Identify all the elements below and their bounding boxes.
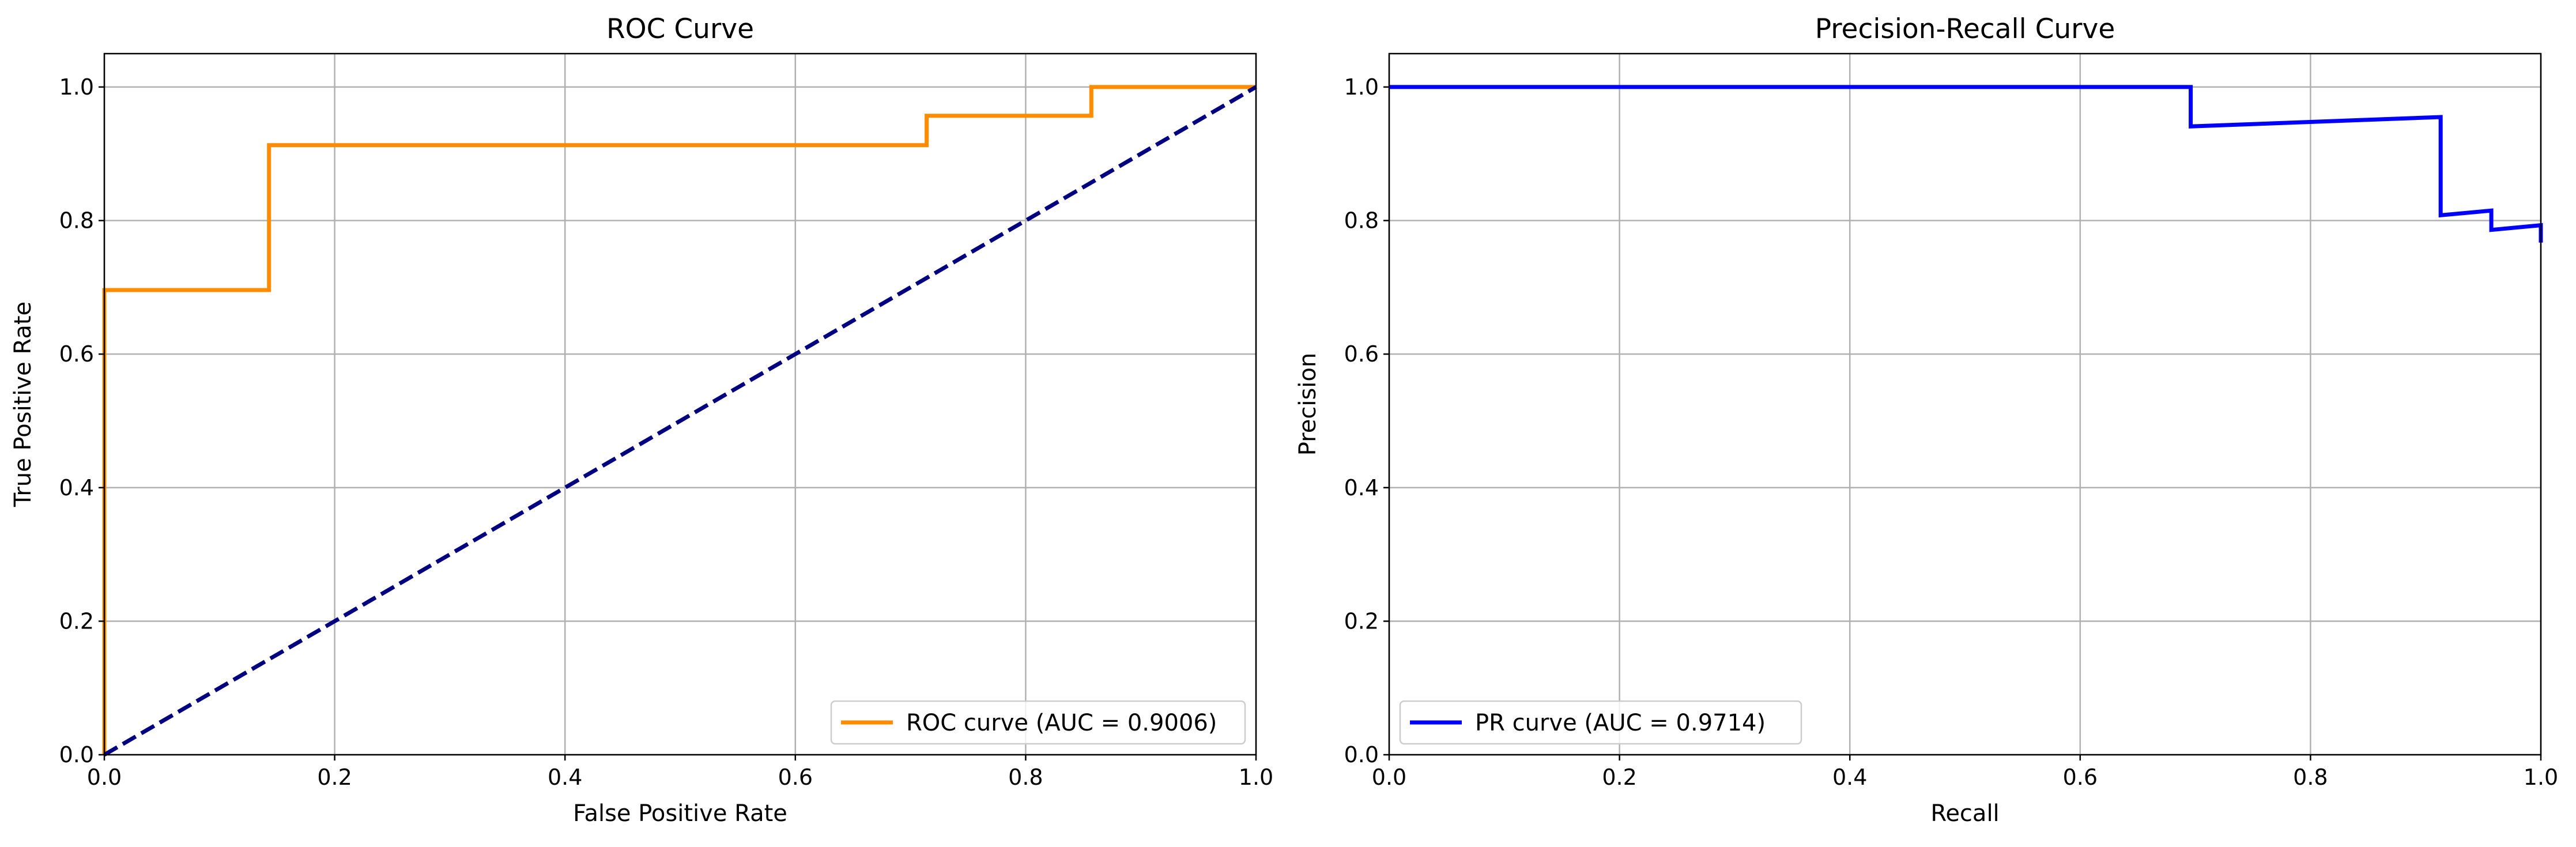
roc-x-tick-label: 0.8 — [1008, 765, 1043, 790]
pr-y-tick-label: 0.8 — [1344, 208, 1379, 234]
pr-x-tick-label: 0.4 — [1832, 765, 1867, 790]
pr-y-tick-label: 0.6 — [1344, 341, 1379, 367]
pr-x-tick-label: 0.0 — [1372, 765, 1406, 790]
pr-legend-box — [1399, 700, 1802, 745]
pr-series-group — [1389, 85, 2543, 243]
pr-y-tick-label: 0.2 — [1344, 608, 1379, 634]
pr-x-tick-label: 1.0 — [2524, 765, 2558, 790]
roc-y-axis-label: True Positive Rate — [10, 302, 36, 507]
pr-x-tick-label: 0.8 — [2293, 765, 2328, 790]
roc-chart-title: ROC Curve — [606, 13, 754, 45]
roc-y-tick-label: 1.0 — [59, 74, 94, 100]
roc-axes-frame — [103, 52, 1257, 756]
pr-x-tick-label: 0.6 — [2063, 765, 2098, 790]
pr-panel: 0.0 0.2 0.4 0.6 0.8 1.0 0.0 0.2 0.4 0.6 0.8 1.0 Pr… — [1295, 13, 2558, 827]
roc-x-tick-label: 0.0 — [87, 765, 122, 790]
roc-x-ticks: 0.0 0.2 0.4 0.6 0.8 1.0 — [87, 755, 1273, 790]
pr-series-curve-line — [1389, 85, 2543, 243]
roc-x-tick-label: 1.0 — [1239, 765, 1273, 790]
roc-x-tick-label: 0.4 — [548, 765, 582, 790]
pr-legend: PR curve (AUC = 0.9714) — [1399, 700, 1802, 745]
roc-x-tick-label: 0.6 — [778, 765, 813, 790]
roc-x-tick-label: 0.2 — [317, 765, 352, 790]
roc-y-tick-label: 0.0 — [59, 742, 94, 767]
roc-panel: 0.0 0.2 0.4 0.6 0.8 1.0 0.0 0.2 0.4 0.6 0.8 1.0 RO… — [10, 13, 1273, 827]
roc-y-tick-label: 0.6 — [59, 341, 94, 367]
roc-legend-label: ROC curve (AUC = 0.9006) — [906, 710, 1217, 736]
pr-y-tick-label: 0.0 — [1344, 742, 1379, 767]
roc-series-group — [102, 85, 1257, 757]
pr-chart-title: Precision-Recall Curve — [1815, 13, 2115, 45]
pr-grid — [1388, 54, 2542, 756]
pr-legend-label: PR curve (AUC = 0.9714) — [1475, 710, 1766, 736]
roc-legend: ROC curve (AUC = 0.9006) — [830, 700, 1246, 745]
roc-x-axis-label: False Positive Rate — [573, 800, 787, 827]
roc-series-baseline-line — [103, 85, 1257, 757]
roc-y-tick-label: 0.4 — [59, 475, 94, 500]
pr-axes-frame — [1388, 52, 2542, 756]
pr-x-tick-label: 0.2 — [1602, 765, 1636, 790]
pr-x-ticks: 0.0 0.2 0.4 0.6 0.8 1.0 — [1372, 755, 2558, 790]
pr-y-tick-label: 0.4 — [1344, 475, 1379, 500]
roc-legend-box — [830, 700, 1246, 745]
roc-y-tick-label: 0.2 — [59, 608, 94, 634]
pr-y-tick-label: 1.0 — [1344, 74, 1379, 100]
pr-y-axis-label: Precision — [1295, 353, 1321, 456]
pr-x-axis-label: Recall — [1930, 800, 1999, 827]
roc-y-tick-label: 0.8 — [59, 208, 94, 234]
roc-y-ticks: 0.0 0.2 0.4 0.6 0.8 1.0 — [59, 74, 104, 767]
pr-y-ticks: 0.0 0.2 0.4 0.6 0.8 1.0 — [1344, 74, 1389, 767]
roc-grid — [103, 54, 1257, 756]
